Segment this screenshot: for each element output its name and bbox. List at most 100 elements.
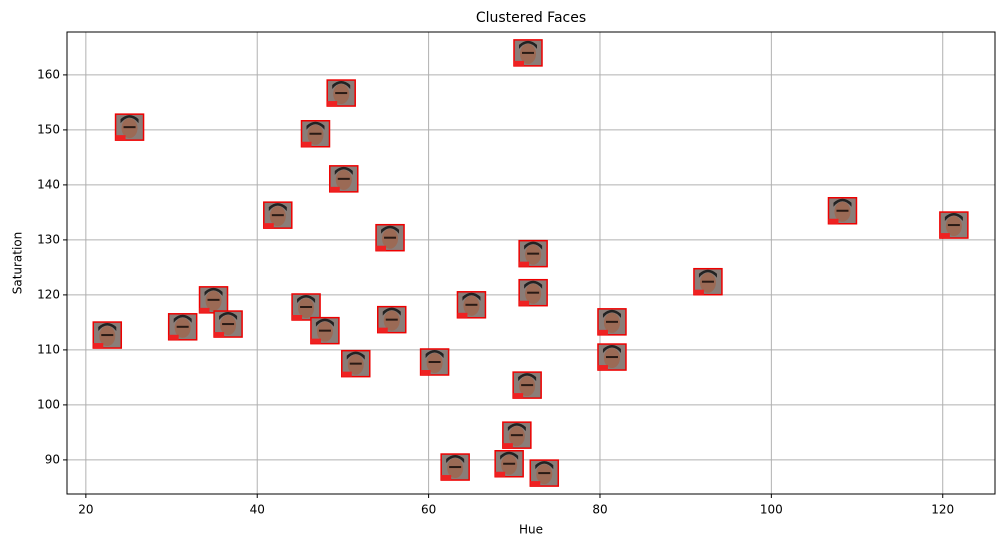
thumb-eyes <box>538 472 551 475</box>
grid <box>67 32 995 494</box>
y-axis-label: Saturation <box>11 232 25 295</box>
thumb-hair <box>833 198 852 207</box>
face-marker <box>341 349 371 378</box>
y-tick-label: 130 <box>37 232 60 246</box>
thumb-hair <box>518 373 537 382</box>
thumb-eyes <box>123 126 136 129</box>
thumb-hair <box>524 241 543 250</box>
thumb-patch <box>168 334 179 340</box>
thumb-eyes <box>522 51 535 54</box>
thumb-hair <box>944 213 963 222</box>
thumb-eyes <box>300 306 313 308</box>
thumb-hair <box>446 455 465 464</box>
thumb-hair <box>602 345 621 354</box>
x-tick-label: 120 <box>931 503 954 517</box>
thumb-patch <box>502 443 513 449</box>
thumb-hair <box>173 314 192 323</box>
thumb-patch <box>420 370 431 375</box>
face-marker <box>529 459 560 487</box>
thumb-hair <box>346 351 365 360</box>
thumb-patch <box>199 307 210 313</box>
thumb-patch <box>514 60 525 66</box>
face-marker <box>518 239 548 268</box>
thumb-hair <box>334 166 353 175</box>
thumb-eyes <box>503 462 516 465</box>
thumb-eyes <box>309 132 322 135</box>
face-marker <box>377 305 407 334</box>
face-marker <box>827 197 858 225</box>
thumb-eyes <box>701 280 714 283</box>
x-tick-label: 60 <box>421 503 436 517</box>
thumb-hair <box>519 40 538 49</box>
thumb-patch <box>519 261 530 267</box>
thumb-patch <box>327 101 338 107</box>
face-marker <box>92 321 123 349</box>
thumb-patch <box>214 332 225 338</box>
thumb-eyes <box>428 361 441 363</box>
thumb-hair <box>535 461 554 470</box>
thumb-hair <box>381 225 400 234</box>
thumb-eyes <box>271 214 284 217</box>
thumb-patch <box>329 186 340 192</box>
thumb-patch <box>513 393 524 399</box>
thumb-eyes <box>947 224 960 227</box>
thumb-patch <box>939 233 950 239</box>
face-marker <box>198 286 229 314</box>
points <box>92 39 969 487</box>
thumb-eyes <box>384 236 397 239</box>
thumb-patch <box>115 135 126 141</box>
thumb-eyes <box>335 92 348 95</box>
thumb-hair <box>524 280 543 289</box>
face-marker <box>939 211 969 239</box>
y-tick-label: 90 <box>45 452 60 466</box>
face-marker <box>512 371 542 399</box>
x-axis-label: Hue <box>519 523 543 537</box>
thumb-patch <box>828 218 839 224</box>
thumb-hair <box>332 81 351 90</box>
thumb-eyes <box>510 434 523 437</box>
face-marker <box>213 310 243 338</box>
plot-frame <box>66 31 996 495</box>
thumb-patch <box>292 315 303 320</box>
thumb-eyes <box>605 356 618 359</box>
thumb-hair <box>507 423 526 432</box>
thumb-eyes <box>101 334 114 337</box>
face-marker <box>597 308 627 336</box>
face-marker <box>494 450 524 478</box>
x-tick-label: 80 <box>592 503 607 517</box>
thumb-patch <box>263 223 274 229</box>
thumb-eyes <box>527 252 540 255</box>
thumb-eyes <box>207 298 220 301</box>
y-tick-label: 150 <box>37 122 60 136</box>
thumb-hair <box>120 115 139 124</box>
y-tick-label: 160 <box>37 67 60 81</box>
face-marker <box>375 223 405 252</box>
thumb-patch <box>377 327 388 333</box>
face-marker <box>263 201 293 229</box>
thumb-eyes <box>521 384 534 387</box>
face-marker <box>502 421 532 449</box>
thumb-hair <box>382 307 401 316</box>
thumb-hair <box>500 451 519 460</box>
thumb-hair <box>698 269 717 278</box>
thumb-patch <box>376 245 387 251</box>
thumb-eyes <box>605 320 618 323</box>
face-marker <box>456 291 487 319</box>
thumb-hair <box>462 292 481 301</box>
y-tick-label: 100 <box>37 397 60 411</box>
thumb-eyes <box>337 177 350 180</box>
face-marker <box>326 79 356 107</box>
face-marker <box>310 316 340 345</box>
face-marker <box>419 348 450 376</box>
thumb-eyes <box>222 323 235 326</box>
face-marker <box>329 165 359 193</box>
thumb-patch <box>495 471 506 477</box>
thumb-eyes <box>349 362 362 365</box>
thumb-eyes <box>176 325 189 328</box>
thumb-patch <box>457 312 468 318</box>
thumb-eyes <box>836 209 849 212</box>
y-tick-label: 110 <box>37 342 60 356</box>
face-marker <box>693 267 723 296</box>
face-marker <box>518 278 548 307</box>
